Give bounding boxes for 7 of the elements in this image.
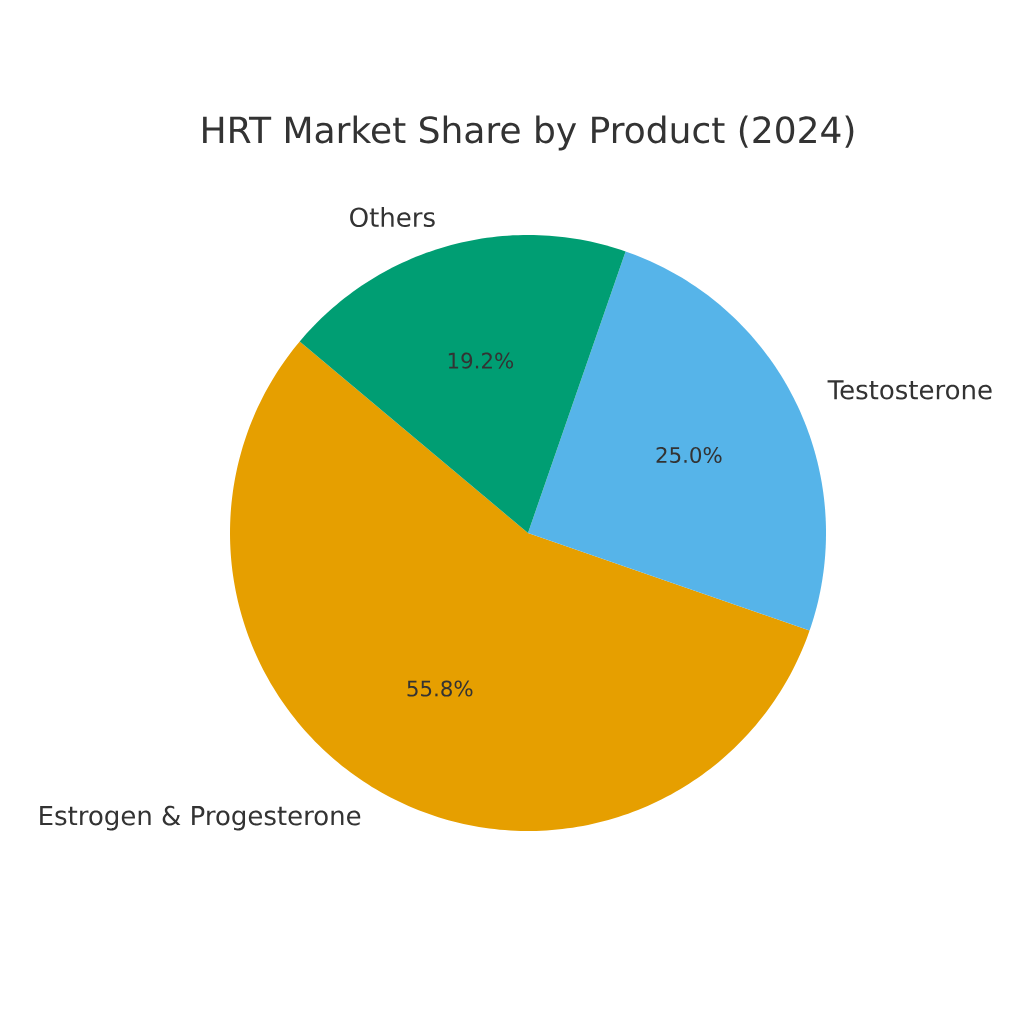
data-label: 55.8% bbox=[407, 680, 473, 697]
slice-label: Estrogen & Progesterone bbox=[40, 805, 361, 831]
data-label: 19.2% bbox=[448, 352, 514, 369]
chart-title: HRT Market Share by Product (2024) bbox=[203, 115, 854, 151]
data-label: 25.0% bbox=[656, 446, 722, 464]
slice-label: Testosterone bbox=[827, 380, 992, 400]
slice-label: Others bbox=[350, 206, 435, 228]
